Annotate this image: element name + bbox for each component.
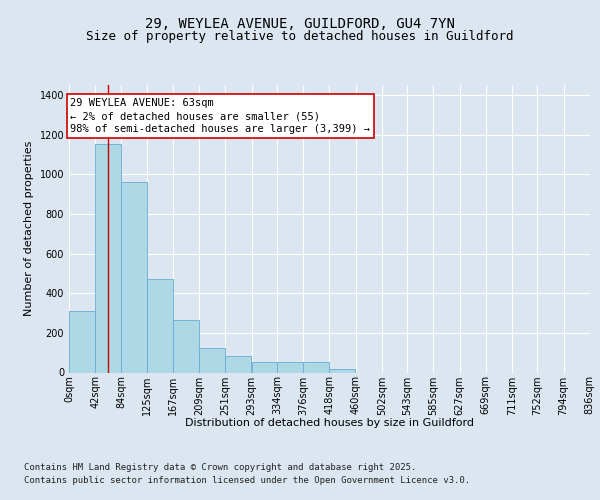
Bar [147,280,173,372]
Bar [304,362,329,372]
Text: 29, WEYLEA AVENUE, GUILDFORD, GU4 7YN: 29, WEYLEA AVENUE, GUILDFORD, GU4 7YN [145,18,455,32]
Bar [121,182,147,372]
Bar [199,348,225,372]
Y-axis label: Number of detached properties: Number of detached properties [24,141,34,316]
Bar [226,356,251,372]
Text: Contains HM Land Registry data © Crown copyright and database right 2025.: Contains HM Land Registry data © Crown c… [24,464,416,472]
Bar [329,368,355,372]
Bar [173,320,199,372]
Bar [277,362,303,372]
X-axis label: Distribution of detached houses by size in Guildford: Distribution of detached houses by size … [185,418,474,428]
Text: Contains public sector information licensed under the Open Government Licence v3: Contains public sector information licen… [24,476,470,485]
Bar [95,144,121,372]
Text: Size of property relative to detached houses in Guildford: Size of property relative to detached ho… [86,30,514,43]
Bar [69,311,95,372]
Bar [251,362,277,372]
Text: 29 WEYLEA AVENUE: 63sqm
← 2% of detached houses are smaller (55)
98% of semi-det: 29 WEYLEA AVENUE: 63sqm ← 2% of detached… [70,98,370,134]
